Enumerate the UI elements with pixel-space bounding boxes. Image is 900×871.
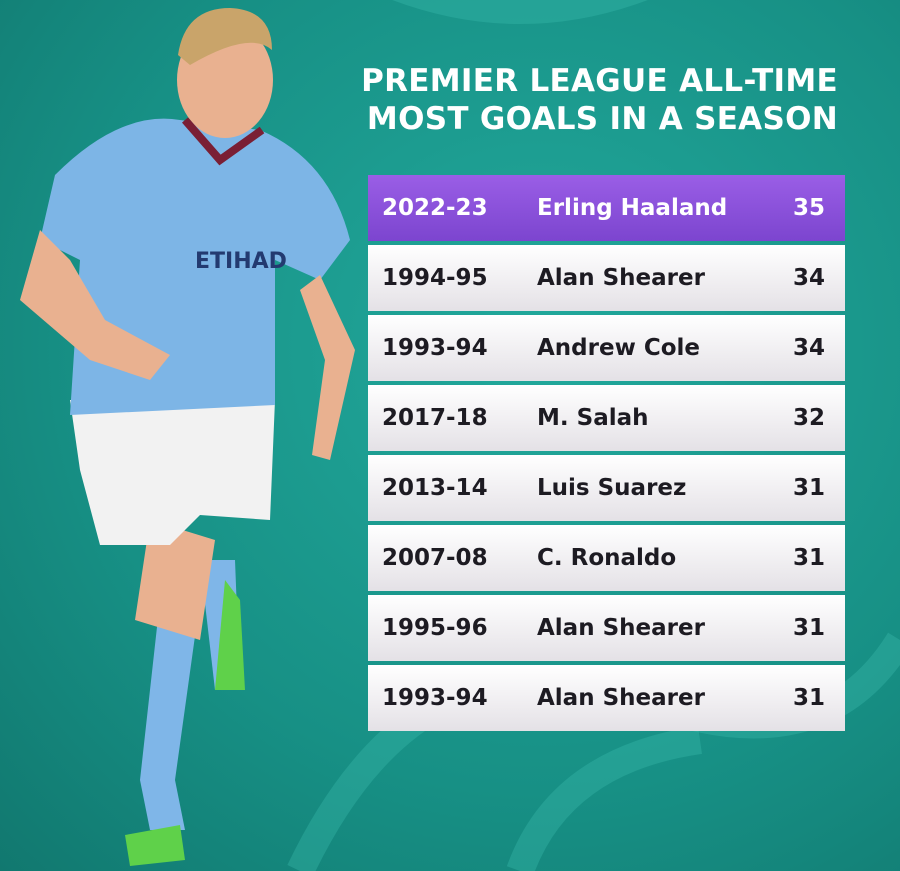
goals: 35 xyxy=(792,195,825,221)
goals: 34 xyxy=(792,335,825,361)
table-row: 2017-18 M. Salah 32 xyxy=(368,385,845,451)
goals: 31 xyxy=(792,685,825,711)
title-line: MOST GOALS IN A SEASON xyxy=(366,101,838,137)
table-row: 1995-96 Alan Shearer 31 xyxy=(368,595,845,661)
player-name: Erling Haaland xyxy=(537,195,728,221)
table-row: 1993-94 Andrew Cole 34 xyxy=(368,315,845,381)
table-row: 2022-23 Erling Haaland 35 xyxy=(368,175,845,241)
goals: 34 xyxy=(792,265,825,291)
player-name: Alan Shearer xyxy=(537,615,705,641)
season: 2017-18 xyxy=(382,405,488,431)
player-name: Luis Suarez xyxy=(537,475,687,501)
player-name: Andrew Cole xyxy=(537,335,700,361)
season: 2007-08 xyxy=(382,545,488,571)
goals: 32 xyxy=(792,405,825,431)
title: PREMIER LEAGUE ALL-TIME MOST GOALS IN A … xyxy=(361,62,838,138)
player-name: M. Salah xyxy=(537,405,649,431)
season: 2013-14 xyxy=(382,475,488,501)
season: 1994-95 xyxy=(382,265,488,291)
player-name: C. Ronaldo xyxy=(537,545,677,571)
title-line: PREMIER LEAGUE ALL-TIME xyxy=(361,63,838,99)
player-name: Alan Shearer xyxy=(537,265,705,291)
player-figure: ETIHAD xyxy=(20,8,355,866)
season: 1993-94 xyxy=(382,685,488,711)
table-row: 1994-95 Alan Shearer 34 xyxy=(368,245,845,311)
season: 1993-94 xyxy=(382,335,488,361)
goals: 31 xyxy=(792,545,825,571)
sponsor-logo: ETIHAD xyxy=(195,249,287,274)
goals-table: 2022-23 Erling Haaland 35 1994-95 Alan Shear… xyxy=(368,175,845,735)
season: 1995-96 xyxy=(382,615,488,641)
table-row: 2013-14 Luis Suarez 31 xyxy=(368,455,845,521)
goals: 31 xyxy=(792,475,825,501)
goals: 31 xyxy=(792,615,825,641)
table-row: 2007-08 C. Ronaldo 31 xyxy=(368,525,845,591)
player-name: Alan Shearer xyxy=(537,685,705,711)
table-row: 1993-94 Alan Shearer 31 xyxy=(368,665,845,731)
season: 2022-23 xyxy=(382,195,488,221)
